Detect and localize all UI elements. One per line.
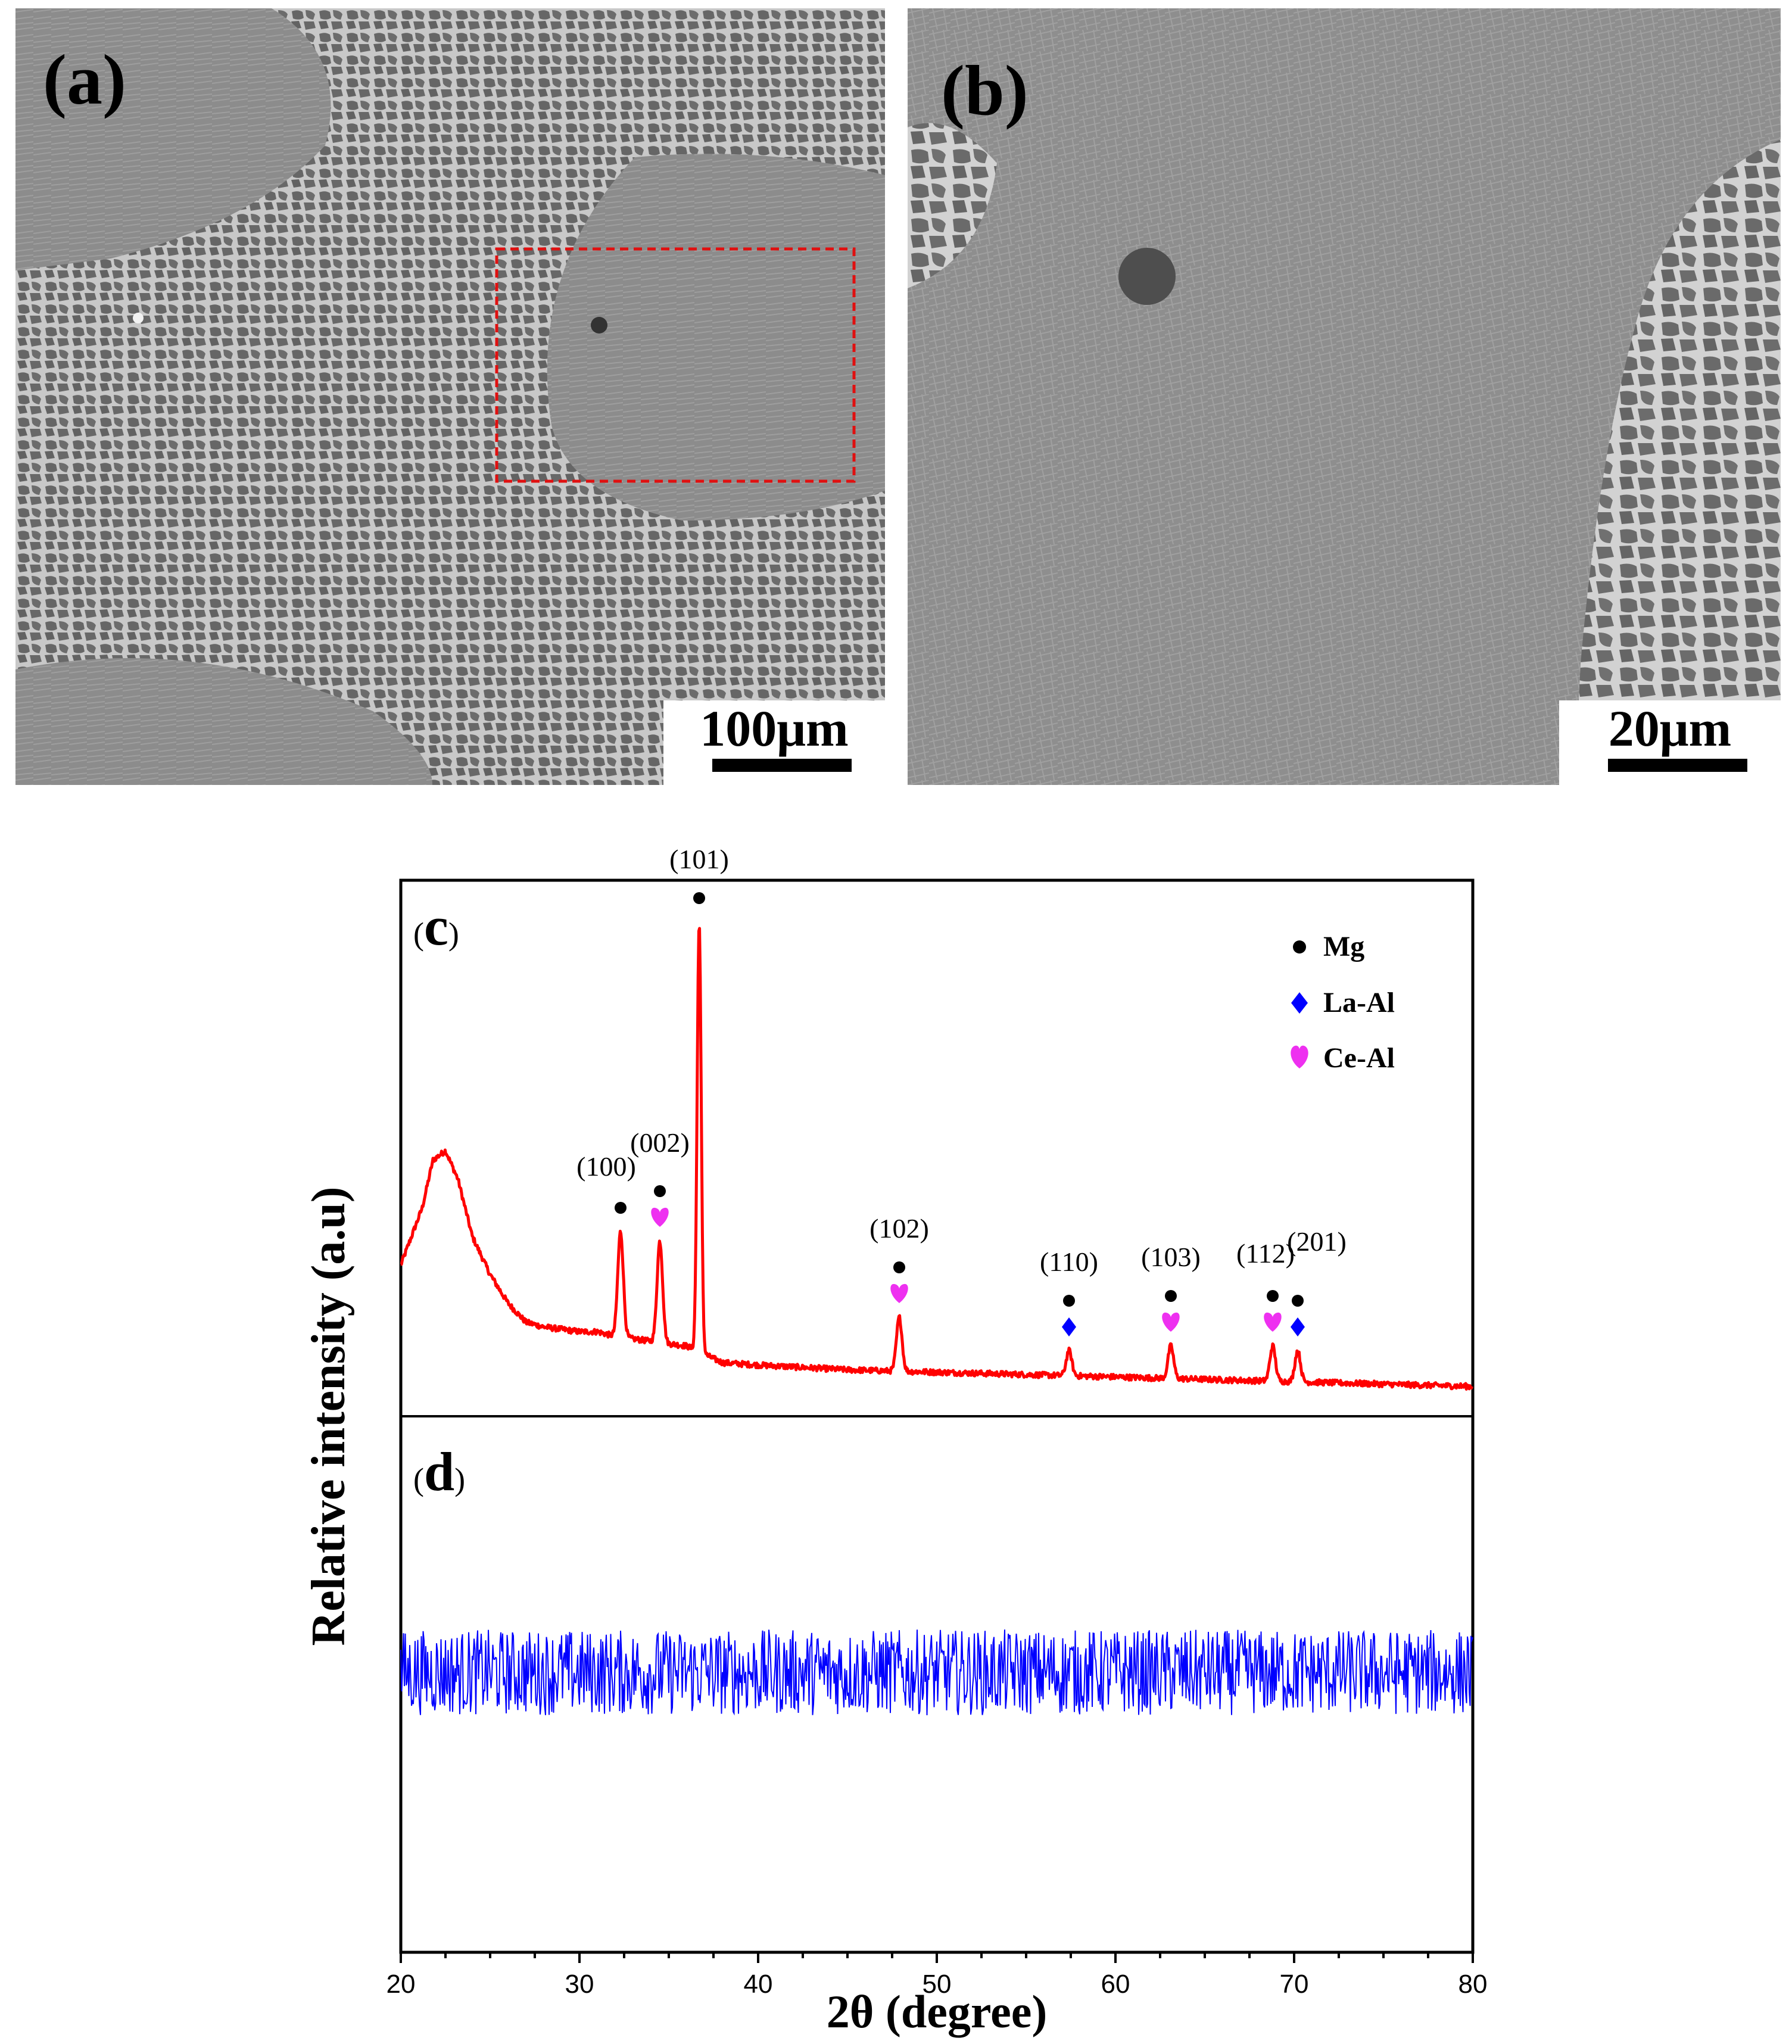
scale-bar-a bbox=[712, 759, 852, 772]
xrd-chart: (100)(002) (101) (102) (110) (103) (112)(201)… bbox=[303, 846, 1488, 2037]
panel-label-a: (a) bbox=[43, 40, 126, 119]
ce-al-marker bbox=[890, 1283, 908, 1303]
x-axis: 20 30 40 50 60 70 80 bbox=[387, 1952, 1488, 1999]
mg-marker bbox=[615, 1202, 627, 1214]
peak-label: (101) bbox=[669, 846, 729, 874]
x-tick-label: 20 bbox=[387, 1970, 416, 1999]
x-tick-label: 70 bbox=[1280, 1970, 1309, 1999]
micrograph-b: (b) 20μm bbox=[908, 8, 1781, 785]
scale-box-b: 20μm bbox=[1559, 700, 1781, 785]
x-tick-label: 80 bbox=[1458, 1970, 1488, 1999]
inset-highlight-box bbox=[495, 247, 856, 483]
micrograph-a: (a) 100μm bbox=[15, 8, 885, 785]
legend-ce-al-marker bbox=[1291, 1045, 1308, 1068]
peak-label: (112) bbox=[1236, 1238, 1295, 1269]
micrograph-a-image bbox=[15, 8, 885, 785]
peak-label: (110) bbox=[1040, 1247, 1098, 1277]
micrograph-b-image bbox=[908, 8, 1781, 785]
y-axis-label: Relative intensity (a.u) bbox=[303, 1186, 355, 1646]
panel-label-b: (b) bbox=[941, 51, 1029, 130]
xrd-line-d bbox=[400, 1629, 1473, 1716]
peak-label: (100) bbox=[576, 1151, 636, 1182]
ce-al-marker bbox=[1264, 1312, 1282, 1332]
scale-box-a: 100μm bbox=[663, 700, 885, 785]
peak-label: (201) bbox=[1287, 1226, 1347, 1257]
la-al-marker bbox=[1291, 1317, 1305, 1336]
x-axis-label: 2θ (degree) bbox=[827, 1986, 1048, 2037]
panel-label-c: (c) bbox=[413, 896, 459, 956]
x-tick-label: 60 bbox=[1101, 1970, 1130, 1999]
legend-mg-marker bbox=[1293, 940, 1306, 954]
phase-marker-layer: (100)(002) (101) (102) (110) (103) (112)(201) bbox=[576, 846, 1347, 1336]
legend-la-al-marker bbox=[1291, 992, 1308, 1014]
panel-label-d: (d) bbox=[413, 1441, 465, 1502]
peak-label: (103) bbox=[1141, 1242, 1201, 1272]
inset-box-layer bbox=[495, 247, 856, 483]
scale-label-b: 20μm bbox=[1608, 700, 1732, 757]
mg-marker bbox=[654, 1185, 666, 1197]
peak-label: (002) bbox=[630, 1127, 690, 1158]
mg-marker bbox=[1292, 1295, 1304, 1307]
la-al-marker bbox=[1062, 1317, 1076, 1336]
mg-marker bbox=[693, 892, 705, 904]
x-tick-label: 30 bbox=[565, 1970, 594, 1999]
legend-mg-label: Mg bbox=[1323, 931, 1364, 962]
legend-la-al-label: La-Al bbox=[1323, 987, 1395, 1018]
mg-marker bbox=[1267, 1290, 1279, 1302]
x-tick-label: 40 bbox=[744, 1970, 773, 1999]
legend-ce-al-label: Ce-Al bbox=[1323, 1042, 1395, 1074]
mg-marker bbox=[1063, 1295, 1075, 1307]
series-layer bbox=[400, 927, 1474, 1716]
peak-label: (102) bbox=[869, 1213, 929, 1244]
mg-marker bbox=[1165, 1290, 1177, 1302]
ce-al-marker bbox=[1162, 1312, 1180, 1332]
x-tick-label: 50 bbox=[923, 1970, 952, 1999]
legend: Mg La-Al Ce-Al bbox=[1291, 931, 1395, 1074]
ce-al-marker bbox=[651, 1207, 669, 1227]
mg-marker bbox=[893, 1261, 905, 1273]
scale-label-a: 100μm bbox=[700, 700, 849, 757]
xrd-line-c bbox=[400, 927, 1474, 1391]
scale-bar-b bbox=[1608, 759, 1747, 772]
